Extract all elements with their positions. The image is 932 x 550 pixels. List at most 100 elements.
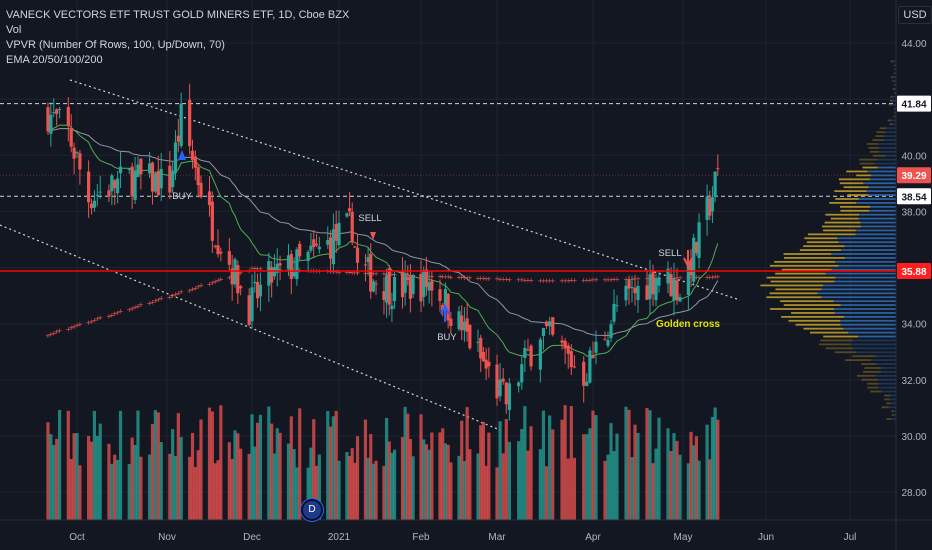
ema-200-marker: + (218, 275, 224, 283)
volume-bar (196, 450, 200, 520)
ema-200-marker: + (126, 306, 132, 314)
ema-200-marker: + (212, 278, 218, 286)
vp-bar-down (869, 150, 880, 153)
vp-bar-up (883, 135, 896, 137)
volume-bar (612, 451, 616, 520)
volume-bar (594, 415, 598, 520)
ema-200-marker: + (483, 275, 489, 283)
vp-bar-down (891, 76, 894, 79)
candle-body (286, 255, 291, 269)
vp-bar-down (829, 202, 857, 204)
ema-200-marker: + (611, 276, 617, 284)
candle-body (408, 275, 413, 299)
candle-body (669, 274, 673, 297)
vp-bar-up (890, 119, 896, 122)
volume-bar (657, 417, 661, 520)
candle-body (716, 168, 720, 170)
volume-bar (286, 443, 291, 520)
vp-bar-up (893, 80, 896, 82)
ema-200-marker: + (325, 268, 331, 276)
vp-bar-down (864, 367, 882, 369)
volume-bar (479, 425, 483, 520)
volume-bar (350, 448, 354, 520)
x-tick-label: May (674, 532, 693, 543)
vp-bar-down (770, 280, 835, 283)
candle-body (219, 251, 223, 254)
ema-200-marker: + (559, 277, 565, 285)
vp-bar-up (894, 88, 896, 90)
candle-body (210, 201, 214, 241)
ema-200-marker: + (86, 319, 92, 327)
ema-200-marker: + (347, 269, 353, 277)
vp-bar-down (847, 194, 869, 196)
ema-200-marker: + (461, 274, 467, 282)
vp-bar-down (795, 323, 841, 326)
ema-200-marker: + (506, 276, 512, 284)
candle-body (548, 321, 552, 327)
vp-bar-down (866, 143, 878, 145)
dividend-badge[interactable]: D (301, 499, 323, 521)
candle-body (250, 287, 254, 322)
volume-bar (171, 429, 175, 520)
volume-bar (654, 448, 658, 520)
vp-bar-up (821, 288, 896, 291)
volume-bar (272, 453, 277, 520)
candle-body (207, 191, 212, 206)
candle-body (331, 229, 335, 265)
volume-bar (476, 453, 480, 520)
vp-bar-up (856, 351, 896, 354)
vp-bar-down (852, 355, 876, 358)
volume-bar (697, 460, 701, 520)
candle-body (544, 321, 549, 326)
ema-200-marker: + (68, 324, 74, 332)
vp-bar-up (834, 280, 896, 283)
volume-bar (295, 467, 299, 520)
candle-body (110, 175, 114, 192)
vp-bar-down (774, 260, 836, 263)
candle-body (615, 305, 619, 307)
ema-200-marker: + (537, 277, 543, 285)
x-tick-label: Dec (243, 532, 261, 543)
ema-200-marker: + (500, 275, 506, 283)
candle-body (350, 211, 354, 243)
candle-body (430, 280, 434, 291)
volume-bar (504, 418, 508, 520)
annotation-label: Golden cross (656, 319, 720, 330)
vp-bar-down (783, 304, 841, 306)
candle-body (337, 222, 341, 246)
candle-body (400, 271, 405, 298)
ema-200-marker: + (112, 310, 118, 318)
vp-bar-down (856, 174, 872, 177)
candle-body (312, 239, 316, 248)
vp-bar-down (861, 378, 878, 381)
volume-bar (193, 467, 197, 520)
candle-body (156, 170, 160, 196)
currency-label[interactable]: USD (898, 6, 932, 24)
vp-bar-up (871, 174, 896, 177)
vp-bar-up (848, 331, 896, 334)
vp-bar-up (834, 308, 896, 310)
annotation-label: SELL (358, 213, 381, 224)
volume-bar (150, 424, 155, 520)
ema-200-marker: + (215, 277, 221, 285)
volume-bar (199, 419, 203, 520)
candle-body (87, 171, 91, 203)
ema-200-marker: + (198, 282, 204, 290)
volume-bar (116, 459, 120, 520)
ema-200-marker: + (448, 273, 454, 281)
volume-bar (387, 441, 391, 520)
volume-bar (314, 465, 319, 520)
ema-200-marker: + (207, 280, 213, 288)
candle-body (272, 267, 277, 277)
vp-bar-up (844, 257, 896, 259)
vp-bar-down (769, 308, 835, 310)
volume-bar (438, 432, 442, 520)
candle-body (591, 355, 595, 359)
ema-200-marker: + (373, 270, 379, 278)
volume-bar (572, 457, 577, 520)
volume-bar (694, 436, 698, 520)
candle-body (159, 168, 163, 189)
candle-body (190, 150, 195, 161)
vp-bar-down (834, 190, 867, 193)
